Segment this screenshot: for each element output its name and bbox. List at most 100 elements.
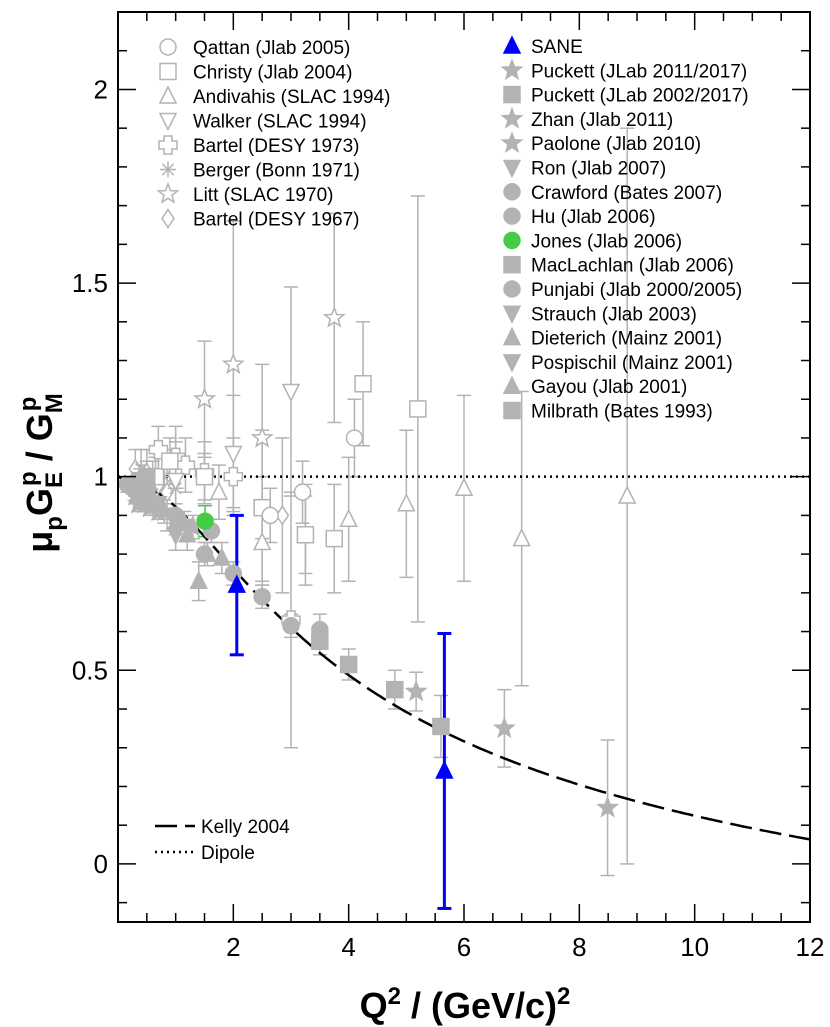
data-point [161,452,179,470]
legend-marker [502,35,522,54]
data-point [596,795,620,818]
legend-label: Bartel (DESY 1973) [193,136,360,157]
data-point [209,481,229,500]
legend-marker [161,208,175,229]
legend-marker [500,106,524,129]
data-point [339,508,358,528]
data-point [322,305,346,328]
legend-label: Crawford (Bates 2007) [531,183,722,204]
data-point [435,760,454,779]
data-point [138,487,156,505]
legend-label: Qattan (Jlab 2005) [193,38,350,59]
legend-marker [503,231,521,250]
legend-label: Christy (Jlab 2004) [193,63,352,84]
y-tick-label: 0.5 [72,655,108,685]
data-point [252,531,272,551]
data-point [195,467,214,486]
legend-label: Kelly 2004 [201,817,290,838]
legend-label: Andivahis (SLAC 1994) [193,87,391,108]
legend-marker [503,183,521,201]
legend-label: MacLachlan (Jlab 2006) [531,256,734,277]
x-tick-label: 4 [341,932,355,962]
legend-label: Hu (Jlab 2006) [531,207,656,228]
legend-marker [502,354,522,373]
data-point [261,506,279,525]
legend-marker [502,305,522,324]
legend-label: Puckett (JLab 2011/2017) [531,61,747,82]
legend-label: Jones (Jlab 2006) [531,231,682,252]
legend-label: Milbrath (Bates 1993) [531,402,713,423]
legend-marker [159,62,177,81]
legend-marker [158,112,178,132]
data-point [617,485,637,504]
legend-marker [503,255,521,274]
data-point [221,352,245,375]
x-tick-label: 10 [680,932,709,962]
legend-marker [159,38,177,56]
legend-label: Berger (Bonn 1971) [193,161,360,182]
data-point [250,425,274,448]
legend-marker [502,326,522,346]
legend-marker [156,181,180,204]
data-point [404,679,428,702]
legend-label: Ron (Jlab 2007) [531,159,666,180]
data-markers [118,305,637,818]
x-tick-label: 6 [457,932,471,962]
data-point [512,527,531,547]
data-point [189,570,208,589]
x-tick-label: 2 [226,932,240,962]
data-point [212,547,232,566]
data-point [282,617,300,635]
legend-label: SANE [531,37,583,58]
legend-label: Litt (SLAC 1970) [193,185,333,206]
data-point [223,466,244,487]
legend-marker [158,85,178,104]
legend-marker [500,58,524,81]
legend-label: Walker (SLAC 1994) [193,112,367,133]
legend-marker [503,85,521,104]
legend-label: Paolone (Jlab 2010) [531,134,701,155]
data-point [492,716,516,739]
data-point [253,587,271,606]
legend-marker [503,207,521,225]
y-axis-label: μpGEp / GMp [15,393,68,552]
data-point [345,429,364,447]
data-point [227,574,247,593]
y-tick-label: 2 [94,74,108,104]
data-point [454,477,474,497]
legend-marker [503,401,521,420]
data-point [293,483,312,501]
data-point [281,383,301,403]
x-axis-label: Q2 / (GeV/c)2 [360,983,571,1026]
legend-label: Zhan (Jlab 2011) [531,110,673,131]
axis-ticks: 2 4 6 8 10 12 0 0.5 1 1.5 2 [72,11,825,962]
x-tick-label: 12 [796,932,825,962]
legend-label: Pospischil (Mainz 2001) [531,353,733,374]
legend-label: Dipole [201,843,255,864]
legend-label: Bartel (DESY 1967) [193,210,360,231]
legend-label: Strauch (Jlab 2003) [531,304,697,325]
legend-marker [500,131,524,154]
y-tick-label: 0 [94,849,108,879]
legend-label: Puckett (JLab 2002/2017) [531,86,749,107]
data-point [196,512,214,530]
data-point [354,374,372,393]
legend: Qattan (Jlab 2005) Christy (Jlab 2004) And… [155,35,749,864]
data-point [152,499,176,522]
legend-label: Gayou (Jlab 2001) [531,377,687,398]
data-point [192,387,217,410]
legend-marker [502,375,522,394]
data-point [432,717,450,736]
data-point [409,400,427,418]
data-point [325,529,343,548]
y-tick-label: 1 [94,462,108,492]
data-point [224,445,243,465]
legend-marker [502,159,522,179]
data-point [195,545,214,563]
legend-marker [158,135,178,155]
data-point [296,526,315,544]
legend-label: Dieterich (Mainz 2001) [531,329,722,350]
data-point [166,472,185,492]
legend-marker [503,280,521,298]
